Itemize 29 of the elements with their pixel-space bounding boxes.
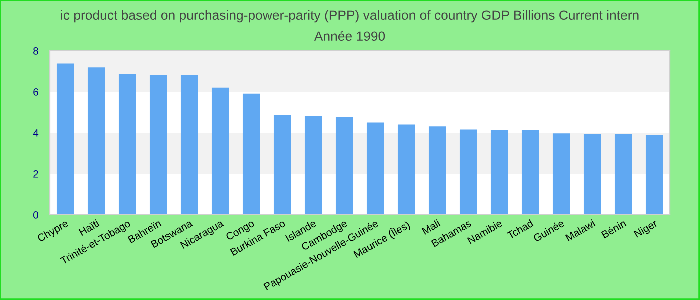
- bar: [552, 134, 570, 215]
- x-tick-label: Niger: [634, 219, 660, 240]
- bar: [88, 68, 106, 215]
- y-tick-label: 2: [34, 170, 38, 178]
- bar: [584, 134, 602, 215]
- bar: [366, 122, 384, 215]
- bar: [212, 88, 230, 215]
- bar: [304, 116, 322, 215]
- y-tick-label: 6: [34, 88, 38, 96]
- bar: [646, 135, 664, 215]
- bar: [336, 117, 354, 215]
- y-tick-label: 0: [34, 212, 38, 219]
- bar: [522, 130, 540, 215]
- bar: [428, 126, 446, 215]
- bar: [274, 115, 292, 215]
- y-tick-label: 8: [34, 48, 38, 55]
- bar: [56, 64, 74, 215]
- bar: [398, 124, 416, 215]
- bar: [490, 130, 508, 215]
- bar: [614, 134, 632, 215]
- bar: [118, 74, 136, 215]
- bar: [242, 94, 260, 215]
- bar: [180, 75, 198, 215]
- chart-subtitle: Année 1990: [314, 31, 386, 42]
- bar: [460, 130, 478, 215]
- x-tick-label: Bénin: [601, 219, 627, 239]
- bar: [150, 75, 168, 215]
- y-tick-label: 4: [33, 130, 39, 137]
- chart-title: ic product based on purchasing-power-parity (PPP) valuation of country GDP Billions Current intern: [61, 10, 639, 23]
